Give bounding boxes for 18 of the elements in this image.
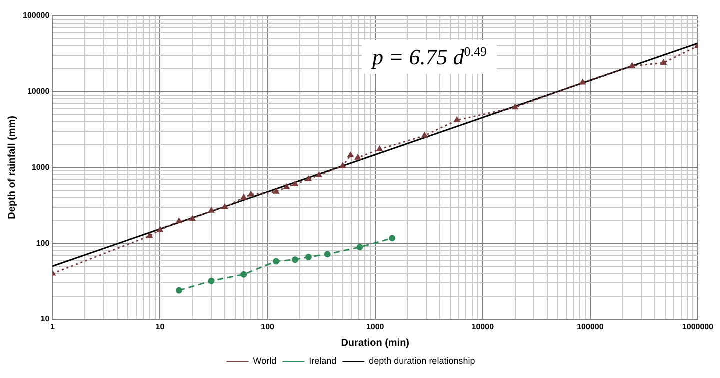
x-tick-label: 10 bbox=[156, 322, 166, 332]
y-tick-label: 100000 bbox=[22, 11, 50, 20]
y-tick-label: 10 bbox=[40, 314, 50, 324]
x-tick-label: 1000000 bbox=[682, 322, 714, 332]
legend-label: World bbox=[253, 356, 277, 366]
y-tick-label: 10000 bbox=[27, 87, 50, 96]
y-axis-title: Depth of rainfall (mm) bbox=[6, 116, 18, 220]
x-tick-label: 1 bbox=[50, 322, 56, 332]
x-axis-title: Duration (min) bbox=[341, 338, 410, 349]
y-tick-label: 1000 bbox=[32, 162, 50, 172]
annotation: p = 6.75 d$^{0.49}$ bbox=[362, 40, 498, 74]
x-tick-label: 10000 bbox=[472, 322, 495, 332]
x-tick-label: 100000 bbox=[577, 322, 604, 332]
legend-label: Ireland bbox=[309, 356, 337, 366]
x-tick-label: 100 bbox=[261, 322, 276, 332]
y-tick-label: 100 bbox=[36, 238, 50, 248]
x-tick-label: 1000 bbox=[366, 322, 385, 332]
legend-label: depth duration relationship bbox=[369, 356, 476, 366]
